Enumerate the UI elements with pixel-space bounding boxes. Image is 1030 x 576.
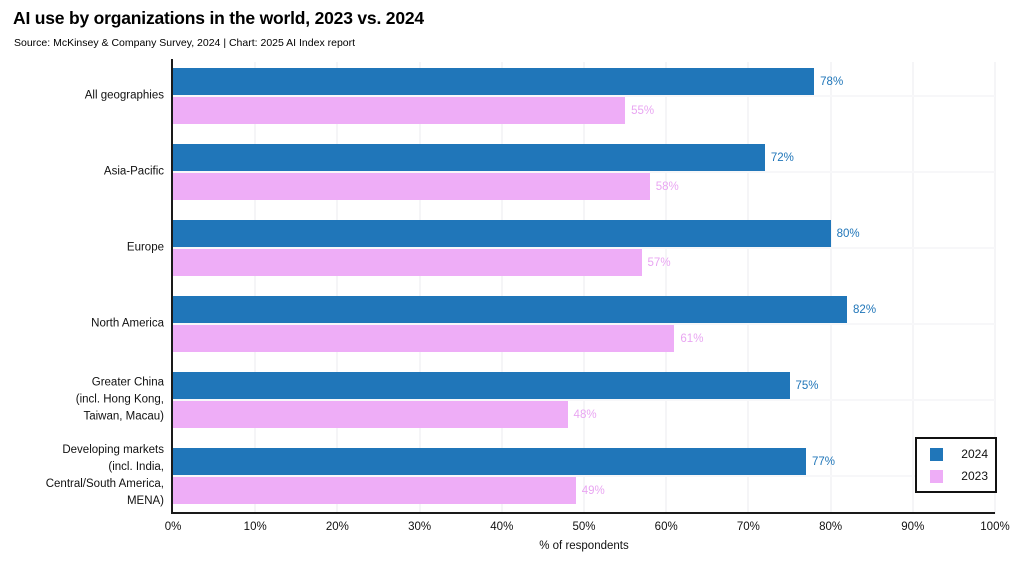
legend-label-2024: 2024 (961, 447, 988, 461)
value-label-2024: 80% (836, 227, 860, 240)
x-axis-line (171, 512, 995, 514)
x-tick-label: 70% (736, 521, 760, 533)
x-axis-title: % of respondents (539, 540, 629, 552)
x-gridline (500, 62, 503, 514)
bar-2024 (173, 144, 765, 171)
value-label-2023: 55% (631, 104, 655, 117)
value-label-2023: 58% (655, 180, 679, 193)
chart-subtitle: Source: McKinsey & Company Survey, 2024 … (14, 37, 356, 49)
value-label-2024: 82% (853, 303, 877, 316)
plot-area: 0% 10% 20% 30% 40% 50% 60% 70% 80% 90% 100% All geo… (46, 59, 1010, 533)
legend-item-2023: 2023 (917, 469, 995, 483)
x-tick-label: 0% (164, 521, 182, 533)
category-label: Asia-Pacific (103, 165, 164, 178)
x-tick-label: 100% (980, 521, 1010, 533)
category-label: All geographies (84, 89, 164, 102)
bar-2024 (173, 448, 806, 475)
y-gridline (173, 171, 995, 173)
x-gridline (583, 62, 585, 514)
value-label-2024: 72% (770, 151, 794, 164)
x-tick-label: 40% (490, 521, 514, 533)
bar-2023 (173, 173, 650, 200)
bar-2024 (173, 220, 831, 247)
legend-swatch-2023 (930, 469, 943, 483)
y-gridline (173, 247, 995, 249)
category-label: Europe (126, 241, 164, 254)
legend-item-2024: 2024 (917, 447, 995, 461)
x-tick-label: 60% (654, 521, 678, 533)
value-label-2023: 61% (680, 332, 704, 345)
x-gridline (829, 62, 832, 514)
legend: 2024 2023 (915, 437, 997, 493)
chart-title: AI use by organizations in the world, 20… (13, 8, 424, 28)
bar-2023 (173, 97, 626, 124)
value-label-2023: 49% (581, 484, 605, 497)
value-label-2024: 75% (795, 379, 819, 392)
y-gridline (173, 95, 995, 97)
category-label: Developing markets (incl. India, Central… (45, 444, 164, 507)
value-label-2024: 77% (811, 455, 835, 468)
x-gridline (994, 62, 996, 514)
x-tick-label: 80% (819, 521, 843, 533)
x-gridline (254, 62, 257, 514)
x-gridline (911, 62, 914, 514)
x-tick-label: 10% (243, 521, 267, 533)
bar-2023 (173, 477, 576, 504)
x-gridline (747, 62, 750, 514)
y-gridline (173, 475, 995, 477)
x-tick-label: 20% (325, 521, 349, 533)
bar-2023 (173, 325, 675, 352)
y-gridline (173, 399, 995, 401)
x-tick-label: 30% (408, 521, 432, 533)
legend-label-2023: 2023 (961, 469, 988, 483)
x-gridline (418, 62, 421, 514)
value-label-2023: 57% (647, 256, 671, 269)
x-gridline (336, 62, 339, 514)
bar-2023 (173, 249, 642, 276)
x-tick-label: 90% (901, 521, 925, 533)
category-label: North America (91, 317, 164, 330)
bar-2024 (173, 372, 790, 399)
y-axis-line (171, 59, 173, 514)
bar-2023 (173, 401, 568, 428)
category-label: Greater China (incl. Hong Kong, Taiwan, … (75, 376, 164, 423)
value-label-2023: 48% (573, 408, 597, 421)
legend-swatch-2024 (930, 447, 943, 461)
y-gridline (173, 323, 995, 325)
x-tick-label: 50% (572, 521, 596, 533)
bar-2024 (173, 68, 815, 95)
x-gridline (665, 62, 668, 514)
value-label-2024: 78% (820, 75, 844, 88)
bar-2024 (173, 296, 848, 323)
